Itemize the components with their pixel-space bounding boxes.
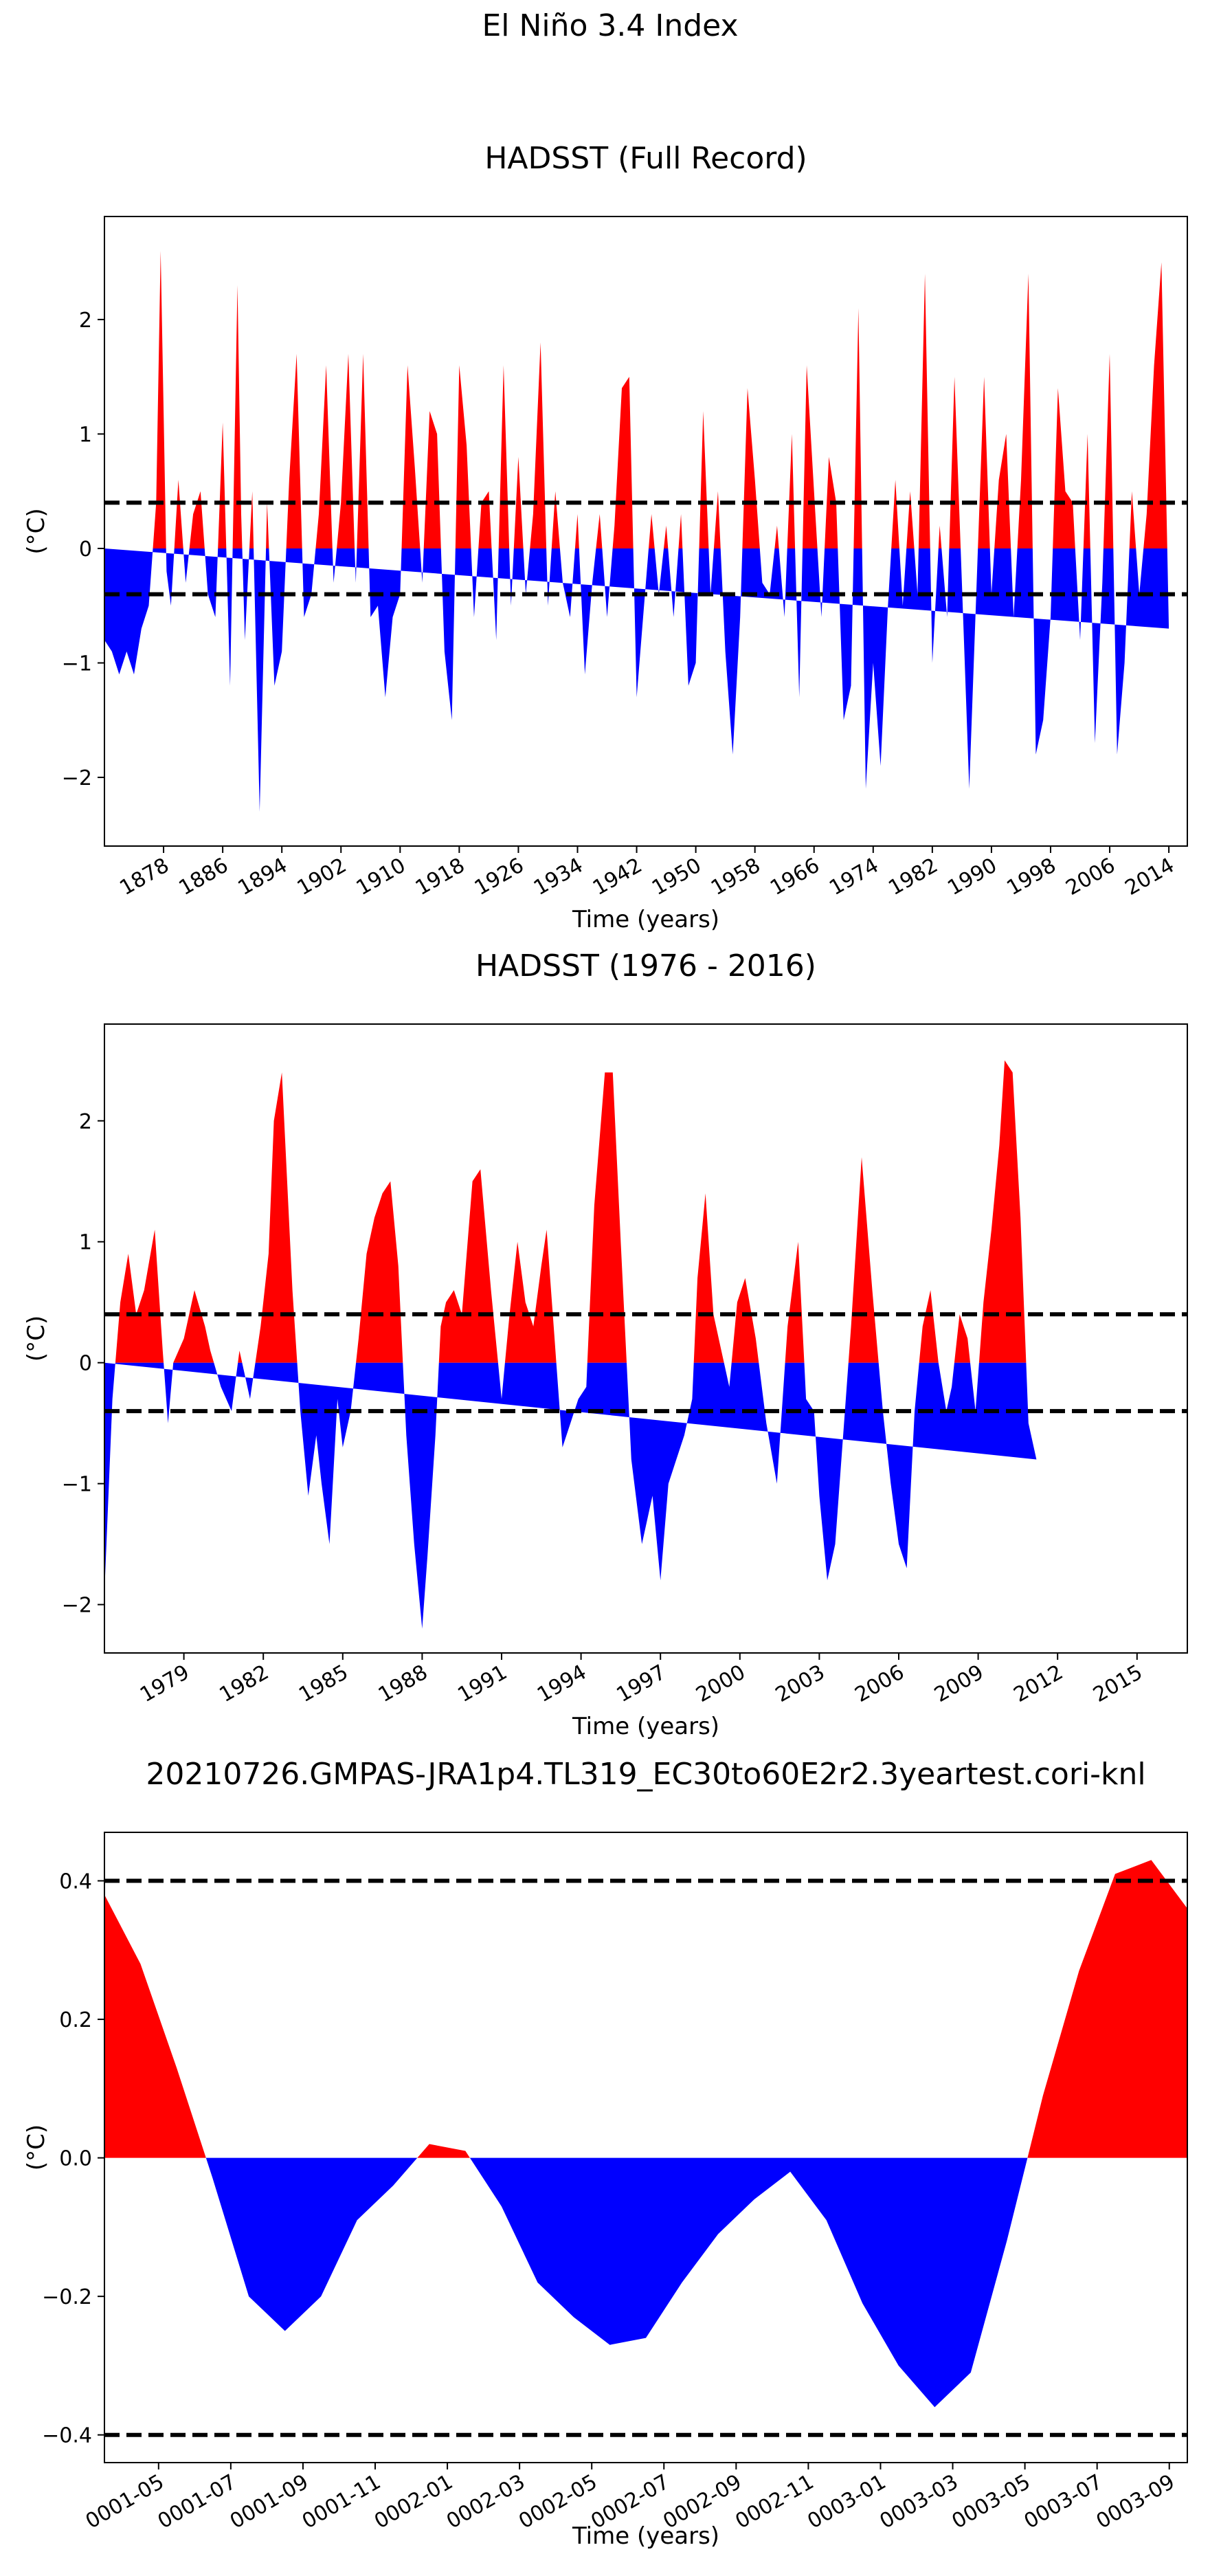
y-tick-label: 0 xyxy=(79,1352,92,1376)
x-tick-label: 0003-03 xyxy=(875,2470,962,2534)
x-tick-label: 2000 xyxy=(692,1661,750,1707)
x-tick-label: 1982 xyxy=(216,1661,273,1707)
x-tick-label: 1998 xyxy=(1002,854,1060,900)
x-tick-label: 2003 xyxy=(772,1661,829,1707)
x-tick-label: 0001-09 xyxy=(226,2470,313,2534)
x-tick-label: 0002-11 xyxy=(731,2470,818,2534)
x-tick-label: 1942 xyxy=(589,854,647,900)
x-tick-label: 0003-05 xyxy=(948,2470,1035,2534)
x-tick-label: 1918 xyxy=(412,854,469,900)
x-tick-label: 2014 xyxy=(1121,854,1178,900)
positive-anomaly-area xyxy=(104,251,1169,548)
y-tick-label: −0.4 xyxy=(42,2424,92,2448)
x-tick-label: 1910 xyxy=(352,854,410,900)
y-tick-label: 0.4 xyxy=(59,1870,92,1894)
x-tick-label: 1926 xyxy=(471,854,528,900)
y-tick-label: −2 xyxy=(62,1594,92,1618)
y-tick-label: −1 xyxy=(62,652,92,676)
y-tick-label: −2 xyxy=(62,766,92,790)
x-tick-label: 1894 xyxy=(234,854,292,900)
x-tick-label: 1958 xyxy=(707,854,765,900)
x-tick-label: 1886 xyxy=(175,854,232,900)
x-tick-label: 1878 xyxy=(115,854,173,900)
y-tick-label: 1 xyxy=(79,423,92,447)
y-axis-label: (°C) xyxy=(23,508,50,554)
x-tick-label: 2006 xyxy=(1062,854,1119,900)
x-axis-label: Time (years) xyxy=(572,1713,719,1740)
x-tick-label: 1997 xyxy=(613,1661,671,1707)
x-tick-label: 0003-09 xyxy=(1093,2470,1179,2534)
plot-area xyxy=(104,1060,1187,1629)
negative-anomaly-area xyxy=(104,548,1169,812)
plot-area xyxy=(104,251,1187,812)
x-tick-label: 0003-07 xyxy=(1020,2470,1107,2534)
y-axis-label: (°C) xyxy=(23,1315,50,1362)
x-axis-label: Time (years) xyxy=(572,906,719,933)
x-tick-label: 1902 xyxy=(293,854,351,900)
positive-anomaly-area xyxy=(104,1860,1187,2158)
x-tick-label: 0002-01 xyxy=(370,2470,457,2534)
x-tick-label: 1990 xyxy=(943,854,1001,900)
x-tick-label: 0002-03 xyxy=(443,2470,529,2534)
chart-title: 20210726.GMPAS-JRA1p4.TL319_EC30to60E2r2… xyxy=(146,1757,1145,1792)
x-tick-label: 1950 xyxy=(648,854,706,900)
x-tick-label: 0001-07 xyxy=(154,2470,240,2534)
negative-anomaly-area xyxy=(104,2157,1187,2408)
chart-title: HADSST (Full Record) xyxy=(484,141,807,176)
x-axis-label: Time (years) xyxy=(572,2522,719,2550)
axes-frame xyxy=(104,216,1188,847)
y-tick-label: −0.2 xyxy=(42,2285,92,2309)
y-axis-label: (°C) xyxy=(23,2124,50,2170)
x-tick-label: 1991 xyxy=(453,1661,511,1707)
x-tick-label: 1974 xyxy=(825,854,883,900)
chart-3: 20210726.GMPAS-JRA1p4.TL319_EC30to60E2r2… xyxy=(23,1757,1188,2550)
x-tick-label: 0001-05 xyxy=(82,2470,168,2534)
y-tick-label: 0 xyxy=(79,537,92,562)
y-tick-label: 0.0 xyxy=(59,2147,92,2171)
x-tick-label: 2006 xyxy=(851,1661,908,1707)
x-tick-label: 1966 xyxy=(766,854,824,900)
y-tick-label: 2 xyxy=(79,1110,92,1134)
x-tick-label: 1985 xyxy=(295,1661,352,1707)
x-tick-label: 1979 xyxy=(136,1661,194,1707)
x-tick-label: 1934 xyxy=(530,854,587,900)
x-tick-label: 1994 xyxy=(533,1661,591,1707)
axes-frame xyxy=(104,1832,1188,2463)
negative-anomaly-area xyxy=(104,1362,1037,1629)
y-tick-label: −1 xyxy=(62,1473,92,1497)
y-tick-label: 0.2 xyxy=(59,2008,92,2032)
figure-suptitle: El Niño 3.4 Index xyxy=(482,8,738,43)
x-tick-label: 1988 xyxy=(374,1661,432,1707)
axes-frame xyxy=(104,1023,1188,1654)
x-tick-label: 2009 xyxy=(930,1661,988,1707)
positive-anomaly-area xyxy=(104,1060,1037,1363)
x-tick-label: 1982 xyxy=(884,854,942,900)
chart-2: HADSST (1976 - 2016) −2 −1 0 1 2 1979 1982 1985 1… xyxy=(23,948,1188,1740)
y-tick-label: 1 xyxy=(79,1231,92,1255)
chart-title: HADSST (1976 - 2016) xyxy=(475,948,816,984)
x-tick-label: 0003-01 xyxy=(803,2470,890,2534)
plot-area xyxy=(104,1860,1187,2437)
y-tick-label: 2 xyxy=(79,309,92,333)
x-tick-label: 0001-11 xyxy=(298,2470,385,2534)
x-tick-label: 2012 xyxy=(1010,1661,1068,1707)
x-tick-label: 2015 xyxy=(1089,1661,1147,1707)
